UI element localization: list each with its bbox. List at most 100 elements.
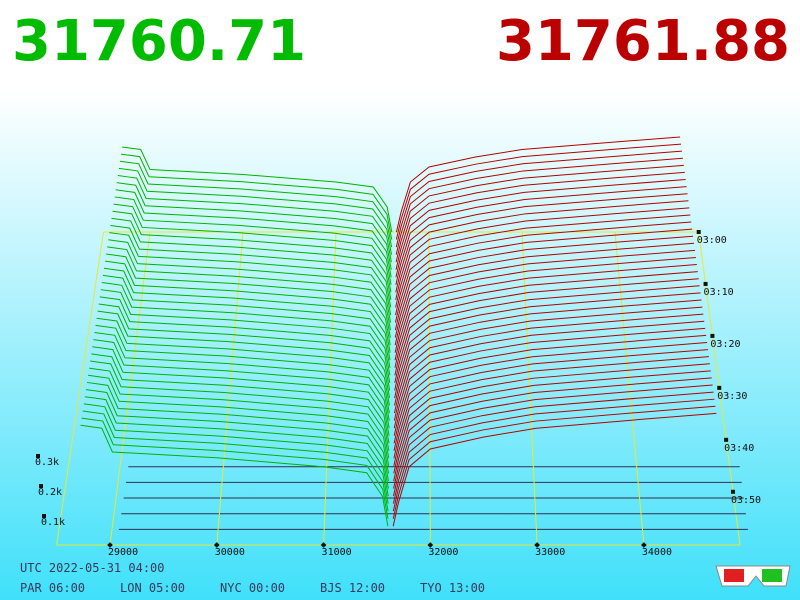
bid-depth-line <box>118 167 392 255</box>
ask-depth-line <box>394 221 692 323</box>
utc-time: UTC 2022-05-31 04:00 <box>20 561 165 575</box>
ask-depth-line <box>393 334 707 444</box>
bid-depth-line <box>84 396 389 497</box>
x-tick-label: 29000 <box>108 547 138 558</box>
bid-depth-line <box>112 210 392 300</box>
ask-depth-line <box>392 405 716 519</box>
ask-depth-line <box>395 164 684 263</box>
ask-price: 31761.88 <box>496 9 790 74</box>
ask-depth-line <box>392 398 715 512</box>
bid-depth-line <box>91 353 390 451</box>
ask-depth-line <box>393 320 705 429</box>
time-tick-mark <box>730 489 735 494</box>
bid-depth-line <box>105 260 391 353</box>
bid-depth-line <box>96 317 390 414</box>
x-tick-mark <box>213 542 220 548</box>
x-tick-mark <box>320 542 327 548</box>
ask-depth-line <box>393 313 704 421</box>
bid-depth-line <box>106 253 391 346</box>
city-time: TYO 13:00 <box>420 581 485 595</box>
z-tick-mark <box>39 484 43 488</box>
grid-line <box>521 231 538 546</box>
x-tick-label: 30000 <box>215 547 245 558</box>
x-tick-mark <box>641 542 647 548</box>
glasses-icon[interactable] <box>715 565 791 587</box>
time-tick-label: 03:00 <box>697 235 727 246</box>
ask-depth-line <box>394 285 700 391</box>
time-tick-mark <box>703 281 708 286</box>
bid-depth-line <box>109 232 392 323</box>
bid-depth-line <box>107 246 391 338</box>
bid-depth-line <box>119 160 393 248</box>
ask-depth-line <box>394 242 695 346</box>
bid-depth-line <box>97 310 390 406</box>
bid-depth-line <box>89 367 390 466</box>
ask-depth-line <box>393 384 713 497</box>
bid-depth-line <box>92 346 390 444</box>
z-tick-mark <box>42 514 46 518</box>
bid-depth-line <box>87 374 390 474</box>
ask-depth-line <box>394 235 694 338</box>
city-time: NYC 00:00 <box>220 581 285 595</box>
ask-depth-line <box>393 363 710 474</box>
x-tick-mark <box>534 542 540 548</box>
ask-depth-line <box>395 186 687 285</box>
city-time: PAR 06:00 <box>20 581 85 595</box>
bid-depth-line <box>85 389 389 489</box>
grid-line <box>428 231 431 546</box>
bid-depth-line <box>115 189 392 278</box>
time-tick-label: 03:30 <box>717 391 747 402</box>
bid-depth-line <box>82 410 389 512</box>
red-lens <box>724 569 744 582</box>
bid-depth-line <box>86 381 389 482</box>
time-tick-mark <box>724 437 729 442</box>
x-tick-mark <box>427 542 434 548</box>
ask-depth-line <box>393 327 706 436</box>
city-time: BJS 12:00 <box>320 581 385 595</box>
ask-depth-line <box>393 349 709 459</box>
green-lens <box>762 569 782 582</box>
ask-depth-line <box>393 306 703 414</box>
bid-depth-line <box>99 296 391 391</box>
x-tick-label: 31000 <box>322 547 352 558</box>
time-tick-mark <box>710 333 715 338</box>
ask-depth-line <box>394 292 701 399</box>
z-tick-label: 0.2k <box>38 487 62 498</box>
time-tick-mark <box>696 230 701 234</box>
bid-depth-line <box>90 360 390 459</box>
bid-depth-line <box>103 267 391 361</box>
bid-depth-line <box>120 153 393 240</box>
ask-depth-line <box>395 200 689 301</box>
ask-depth-line <box>393 356 709 466</box>
ask-depth-line <box>395 214 691 316</box>
bid-depth-line <box>94 331 390 429</box>
ask-depth-line <box>394 278 699 383</box>
bid-depth-line <box>117 175 392 263</box>
ask-depth-line <box>393 342 708 451</box>
bid-depth-line <box>80 424 389 527</box>
x-tick-label: 33000 <box>535 547 565 558</box>
bid-depth-line <box>83 403 389 504</box>
time-tick-label: 03:10 <box>704 287 734 298</box>
ask-depth-line <box>395 179 686 278</box>
z-tick-label: 0.1k <box>41 517 65 528</box>
bid-depth-line <box>114 196 392 285</box>
bid-depth-line <box>111 217 392 308</box>
bid-depth-line <box>102 274 391 368</box>
ask-depth-line <box>394 228 693 331</box>
grid-line <box>109 231 151 546</box>
ask-depth-line <box>395 143 682 240</box>
x-tick-label: 32000 <box>428 547 458 558</box>
city-time: LON 05:00 <box>120 581 185 595</box>
bid-price: 31760.71 <box>12 9 306 74</box>
ask-depth-line <box>392 391 714 504</box>
ask-depth-line <box>394 256 696 361</box>
bid-depth-line <box>108 239 391 331</box>
bid-depth-line <box>93 339 390 436</box>
bid-depth-line <box>81 417 389 519</box>
floor-edge <box>56 231 104 546</box>
city-times: PAR 06:00 LON 05:00 NYC 00:00 BJS 12:00 TYO … <box>20 581 485 595</box>
ask-depth-line <box>394 271 698 376</box>
ask-depth-line <box>393 370 711 482</box>
ask-depth-line <box>393 377 712 489</box>
